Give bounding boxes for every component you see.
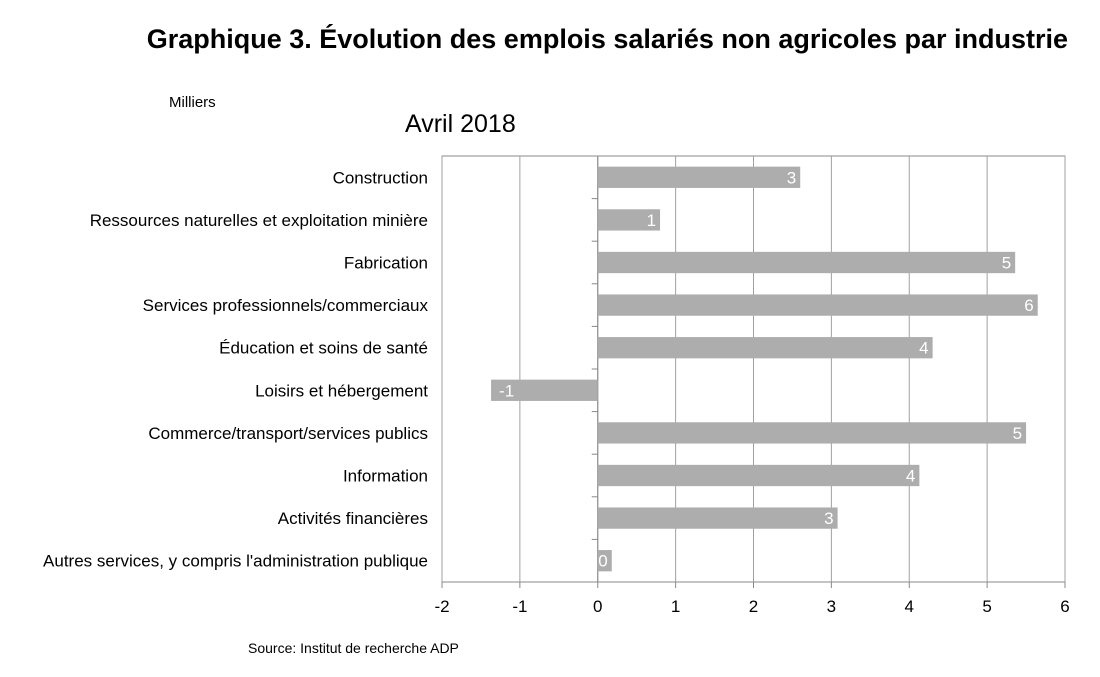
bar [597,166,801,188]
data-label: 5 [1013,424,1022,443]
x-tick-label: 3 [827,597,836,616]
bar [597,209,661,231]
data-label: 5 [1002,254,1011,273]
x-tick-label: 0 [593,597,602,616]
source-note: Source: Institut de recherche ADP [248,640,459,656]
bar [597,251,1016,274]
data-label: 6 [1024,296,1033,315]
category-label: Ressources naturelles et exploitation mi… [90,211,428,230]
category-label: Services professionnels/commerciaux [143,296,429,315]
category-label: Information [343,467,428,486]
bar [597,337,933,359]
x-tick-label: 6 [1060,597,1069,616]
data-label: -1 [499,381,514,400]
category-label: Activités financières [278,509,428,528]
bar [597,422,1027,444]
bar [491,379,598,401]
data-label: 1 [647,211,656,230]
category-label: Commerce/transport/services publics [148,424,428,443]
x-tick-label: 2 [749,597,758,616]
category-label: Éducation et soins de santé [219,339,428,358]
data-label: 0 [598,552,607,571]
x-tick-label: 5 [982,597,991,616]
x-tick-label: -1 [512,597,527,616]
bar [597,464,920,487]
category-label: Autres services, y compris l'administrat… [43,552,428,571]
data-label: 4 [906,467,915,486]
page-title: Graphique 3. Évolution des emplois salar… [146,24,1068,54]
category-label: Loisirs et hébergement [255,381,428,400]
bar [597,294,1038,316]
data-label: 4 [919,339,928,358]
data-label: 3 [824,509,833,528]
bar [597,507,838,529]
category-label: Fabrication [344,254,428,273]
x-tick-label: 4 [905,597,914,616]
bar [597,550,612,572]
data-label: 3 [787,168,796,187]
x-tick-label: 1 [671,597,680,616]
unit-label: Milliers [169,94,216,111]
chart-title: Avril 2018 [405,110,516,138]
category-label: Construction [333,168,428,187]
x-tick-label: -2 [434,597,449,616]
